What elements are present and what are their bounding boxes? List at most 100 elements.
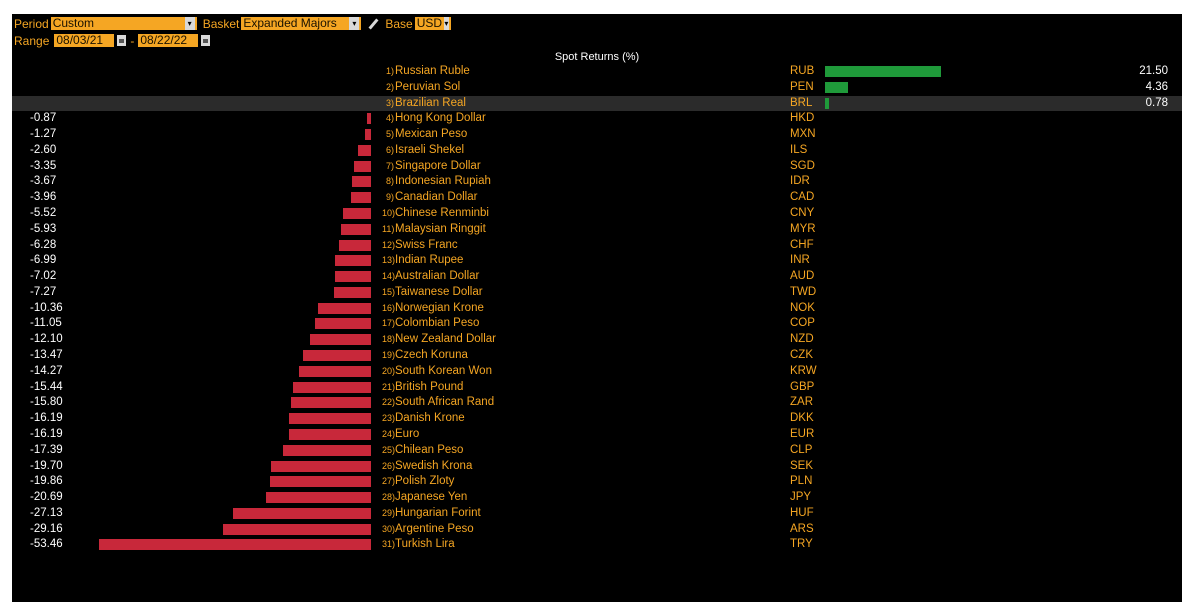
rank-label: 17)	[382, 318, 396, 329]
rank-label: 4)	[385, 113, 394, 124]
base-dropdown[interactable]: USD ▾	[414, 17, 451, 30]
currency-name: Indonesian Rupiah	[395, 175, 491, 188]
currency-row[interactable]: 0.78 3) Brazilian Real BRL	[12, 95, 1182, 111]
range-start-field[interactable]: 08/03/21	[54, 34, 115, 47]
rank-label: 2)	[385, 81, 394, 92]
bar	[825, 97, 830, 109]
currency-row[interactable]: -3.96 9) Canadian Dollar CAD	[12, 190, 1182, 205]
currency-name: Japanese Yen	[395, 491, 468, 504]
currency-row[interactable]: -13.47 19) Czech Koruna CZK	[12, 348, 1182, 363]
currency-row[interactable]: -6.99 13) Indian Rupee INR	[12, 253, 1182, 268]
currency-row[interactable]: -7.02 14) Australian Dollar AUD	[12, 269, 1182, 284]
data-label: -10.36	[30, 301, 63, 314]
currency-code: HUF	[790, 506, 814, 519]
currency-row[interactable]: -3.67 8) Indonesian Rupiah IDR	[12, 174, 1182, 189]
chevron-down-icon[interactable]: ▾	[184, 17, 195, 30]
data-label: -20.69	[30, 491, 63, 504]
currency-row[interactable]: 21.50 1) Russian Ruble RUB	[12, 64, 1182, 79]
rank-label: 16)	[382, 302, 396, 313]
currency-code: KRW	[790, 364, 817, 377]
rank-label: 26)	[382, 460, 396, 471]
currency-row[interactable]: -19.86 27) Polish Zloty PLN	[12, 474, 1182, 489]
currency-row[interactable]: -27.13 29) Hungarian Forint HUF	[12, 506, 1182, 521]
data-label: -29.16	[30, 522, 63, 535]
currency-name: Polish Zloty	[395, 475, 455, 488]
range-label: Range	[14, 33, 50, 48]
currency-name: Chinese Renminbi	[395, 207, 489, 220]
rank-label: 3)	[385, 97, 394, 108]
bar	[318, 302, 371, 314]
data-label: -15.80	[30, 396, 63, 409]
currency-row[interactable]: -20.69 28) Japanese Yen JPY	[12, 490, 1182, 505]
bar	[290, 397, 371, 409]
currency-row[interactable]: -14.27 20) South Korean Won KRW	[12, 364, 1182, 379]
currency-row[interactable]: -1.27 5) Mexican Peso MXN	[12, 127, 1182, 142]
currency-row[interactable]: 4.36 2) Peruvian Sol PEN	[12, 80, 1182, 95]
data-label: -3.96	[30, 191, 57, 204]
currency-row[interactable]: -6.28 12) Swiss Franc CHF	[12, 238, 1182, 253]
currency-row[interactable]: -12.10 18) New Zealand Dollar NZD	[12, 332, 1182, 347]
data-label: -15.44	[30, 380, 63, 393]
calendar-icon[interactable]	[201, 35, 211, 46]
currency-row[interactable]: -0.87 4) Hong Kong Dollar HKD	[12, 111, 1182, 126]
currency-row[interactable]: -29.16 30) Argentine Peso ARS	[12, 522, 1182, 537]
currency-row[interactable]: -16.19 24) Euro EUR	[12, 427, 1182, 442]
data-label: -11.05	[30, 317, 62, 330]
currency-code: TRY	[790, 538, 813, 551]
currency-row[interactable]: -17.39 25) Chilean Peso CLP	[12, 443, 1182, 458]
currency-name: Russian Ruble	[395, 65, 470, 77]
bar	[335, 255, 371, 267]
bar	[825, 81, 849, 93]
chevron-down-icon[interactable]: ▾	[444, 17, 449, 30]
currency-row[interactable]: -3.35 7) Singapore Dollar SGD	[12, 159, 1182, 174]
pencil-icon[interactable]	[367, 18, 379, 30]
bar	[334, 286, 371, 298]
currency-row[interactable]: -15.44 21) British Pound GBP	[12, 380, 1182, 395]
rank-label: 8)	[385, 176, 394, 187]
data-label: -13.47	[30, 349, 63, 362]
currency-row[interactable]: -16.19 23) Danish Krone DKK	[12, 411, 1182, 426]
currency-row[interactable]: -53.46 31) Turkish Lira TRY	[12, 537, 1182, 552]
bar	[366, 113, 371, 125]
chevron-down-icon[interactable]: ▾	[349, 17, 360, 30]
currency-code: NOK	[790, 301, 815, 314]
currency-name: Peruvian Sol	[395, 80, 461, 93]
currency-row[interactable]: -5.93 11) Malaysian Ringgit MYR	[12, 222, 1182, 237]
currency-name: Swiss Franc	[395, 238, 458, 251]
data-label: -0.87	[30, 112, 57, 125]
data-label: -17.39	[30, 443, 63, 456]
chart-title: Spot Returns (%)	[554, 51, 640, 63]
bar	[270, 460, 371, 472]
range-end-field[interactable]: 08/22/22	[138, 34, 199, 47]
data-label: -1.27	[30, 128, 57, 141]
calendar-icon[interactable]	[117, 35, 127, 46]
currency-code: CLP	[790, 443, 813, 456]
period-dropdown[interactable]: Custom ▾	[50, 17, 197, 30]
data-label: -2.60	[30, 143, 57, 156]
currency-row[interactable]: -11.05 17) Colombian Peso COP	[12, 316, 1182, 331]
currency-name: Czech Koruna	[395, 349, 468, 362]
basket-dropdown[interactable]: Expanded Majors ▾	[241, 17, 362, 30]
base-label: Base	[385, 16, 413, 31]
currency-name: Danish Krone	[395, 412, 465, 425]
basket-label: Basket	[202, 16, 240, 31]
currency-code: TWD	[790, 285, 817, 298]
bar	[314, 318, 371, 330]
currency-code: JPY	[790, 491, 812, 504]
currency-row[interactable]: -19.70 26) Swedish Krona SEK	[12, 459, 1182, 474]
currency-row[interactable]: -10.36 16) Norwegian Krone NOK	[12, 301, 1182, 316]
currency-name: Mexican Peso	[395, 128, 468, 141]
currency-row[interactable]: -15.80 22) South African Rand ZAR	[12, 395, 1182, 410]
rank-label: 30)	[382, 523, 396, 534]
currency-row[interactable]: -5.52 10) Chinese Renminbi CNY	[12, 206, 1182, 221]
bar	[335, 271, 371, 283]
currency-name: Malaysian Ringgit	[395, 222, 486, 235]
currency-row[interactable]: -2.60 6) Israeli Shekel ILS	[12, 143, 1182, 158]
rank-label: 22)	[382, 397, 396, 408]
data-label: -6.28	[30, 238, 57, 251]
currency-row[interactable]: -7.27 15) Taiwanese Dollar TWD	[12, 285, 1182, 300]
currency-code: DKK	[790, 412, 814, 425]
data-label: -19.86	[30, 475, 63, 488]
data-label: -5.93	[30, 222, 57, 235]
currency-name: Indian Rupee	[395, 254, 464, 267]
